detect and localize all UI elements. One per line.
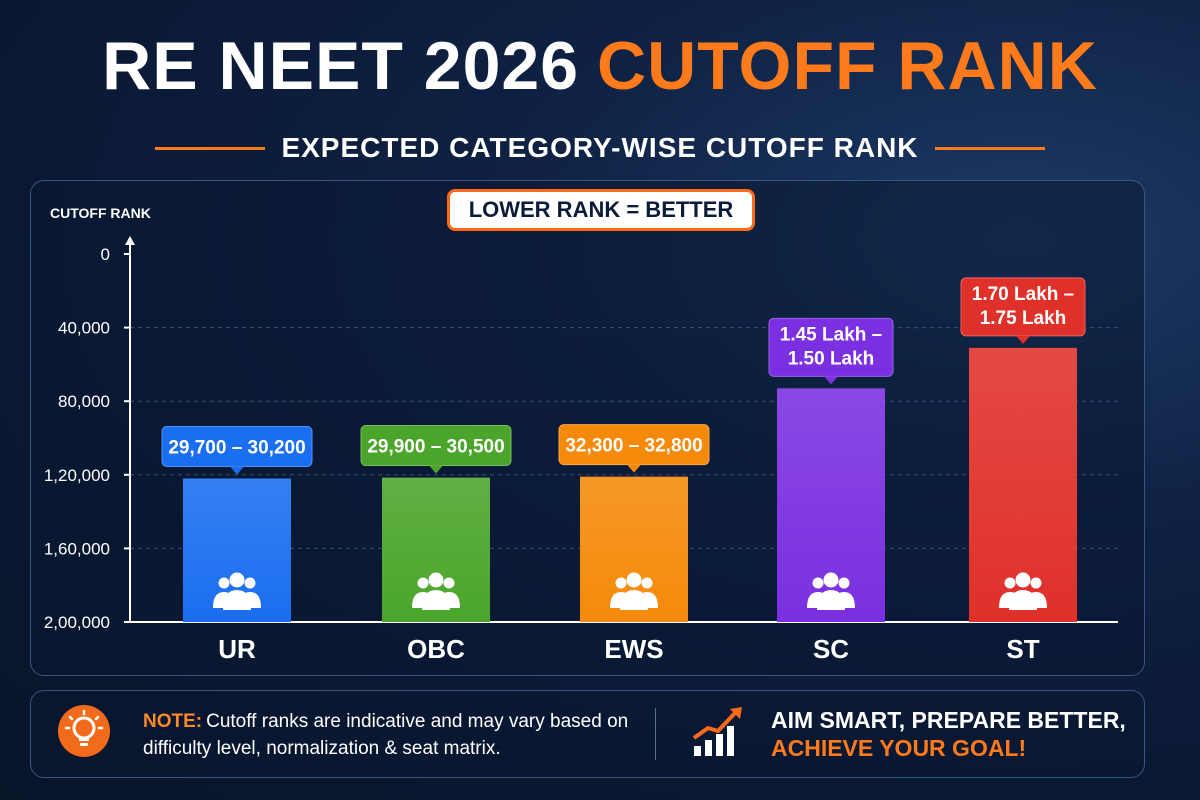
y-tick-label: 2,00,000	[44, 613, 110, 632]
group-of-people-icon	[999, 572, 1047, 610]
data-label-pointer	[627, 464, 641, 473]
y-tick-label: 1,60,000	[44, 539, 110, 558]
subtitle-divider-left	[155, 146, 266, 150]
x-tick-label-sc: SC	[813, 634, 849, 664]
group-of-people-icon	[213, 572, 261, 610]
data-label-pointer	[429, 465, 443, 474]
note-line-2: difficulty level, normalization & seat m…	[143, 738, 501, 759]
data-label-pointer	[230, 466, 244, 475]
note-panel	[30, 690, 1145, 778]
lightbulb-icon	[58, 705, 110, 757]
y-tick-label: 80,000	[58, 392, 110, 411]
lower-rank-better-badge: LOWER RANK = BETTER	[447, 189, 755, 231]
data-label: 29,700 – 30,200	[168, 437, 305, 458]
title-part-1: RE NEET 2026	[102, 28, 580, 104]
data-label-pointer	[824, 376, 838, 385]
y-axis-arrow	[125, 236, 135, 245]
group-of-people-icon	[807, 572, 855, 610]
note-text: NOTE: Cutoff ranks are indicative and may…	[143, 708, 643, 762]
y-axis-label: CUTOFF RANK	[50, 205, 151, 221]
x-tick-label-ur: UR	[218, 634, 256, 664]
page-title: RE NEET 2026 CUTOFF RANK	[0, 26, 1200, 106]
x-tick-label-st: ST	[1006, 634, 1039, 664]
slogan-line-2: ACHIEVE YOUR GOAL!	[771, 735, 1027, 761]
x-tick-label-obc: OBC	[407, 634, 465, 664]
title-part-2: CUTOFF RANK	[597, 28, 1098, 104]
data-label: 1.50 Lakh	[788, 348, 875, 369]
data-label-pointer	[1016, 335, 1030, 344]
slogan-line-1: AIM SMART, PREPARE BETTER,	[771, 707, 1126, 733]
x-tick-label-ews: EWS	[604, 634, 663, 664]
group-of-people-icon	[412, 572, 460, 610]
subtitle: EXPECTED CATEGORY-WISE CUTOFF RANK	[281, 132, 919, 163]
note-line-1: Cutoff ranks are indicative and may vary…	[206, 711, 629, 732]
data-label: 29,900 – 30,500	[367, 437, 504, 458]
group-of-people-icon	[610, 572, 658, 610]
growth-chart-icon	[690, 704, 746, 760]
y-tick-label: 1,20,000	[44, 466, 110, 485]
slogan: AIM SMART, PREPARE BETTER, ACHIEVE YOUR …	[771, 706, 1126, 762]
data-label: 1.75 Lakh	[980, 308, 1067, 329]
y-tick-label: 0	[101, 245, 110, 264]
subtitle-divider-right	[934, 146, 1045, 150]
data-label: 32,300 – 32,800	[565, 436, 702, 457]
data-label: 1.70 Lakh –	[972, 284, 1074, 305]
data-label: 1.45 Lakh –	[780, 324, 882, 345]
subtitle-row: EXPECTED CATEGORY-WISE CUTOFF RANK	[0, 128, 1200, 168]
note-divider	[655, 708, 656, 760]
y-tick-label: 40,000	[58, 319, 110, 338]
note-label: NOTE:	[143, 711, 203, 732]
